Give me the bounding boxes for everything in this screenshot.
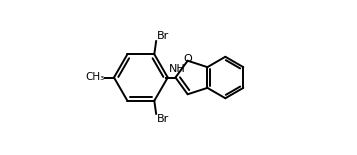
Text: CH₃: CH₃ <box>85 73 105 82</box>
Text: NH: NH <box>169 64 185 74</box>
Text: Br: Br <box>156 31 169 41</box>
Text: Br: Br <box>156 114 169 124</box>
Text: O: O <box>183 55 192 64</box>
